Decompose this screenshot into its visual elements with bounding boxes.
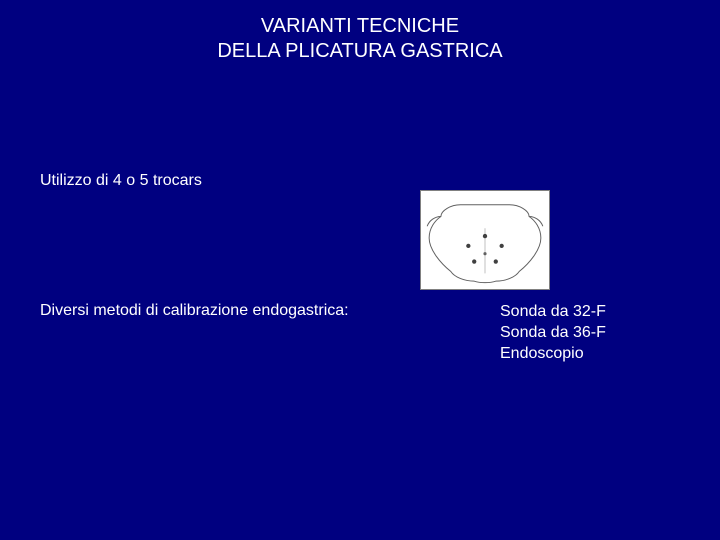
umbilicus [483, 252, 486, 255]
title-line-1: VARIANTI TECNICHE [0, 14, 720, 39]
title-line-2: DELLA PLICATURA GASTRICA [0, 39, 720, 64]
abdomen-diagram [420, 190, 550, 290]
calibration-item: Sonda da 32-F [500, 302, 606, 323]
slide-title: VARIANTI TECNICHE DELLA PLICATURA GASTRI… [0, 14, 720, 64]
calibration-list: Sonda da 32-F Sonda da 36-F Endoscopio [500, 302, 606, 364]
trocar-port [472, 259, 476, 263]
calibration-item: Sonda da 36-F [500, 323, 606, 344]
trocar-port [466, 244, 470, 248]
text-calibration: Diversi metodi di calibrazione endogastr… [40, 302, 349, 320]
trocar-port [494, 259, 498, 263]
text-trocars: Utilizzo di 4 o 5 trocars [40, 172, 202, 190]
calibration-item: Endoscopio [500, 344, 606, 365]
trocar-port [500, 244, 504, 248]
abdomen-svg [421, 191, 549, 289]
trocar-port [483, 234, 487, 238]
